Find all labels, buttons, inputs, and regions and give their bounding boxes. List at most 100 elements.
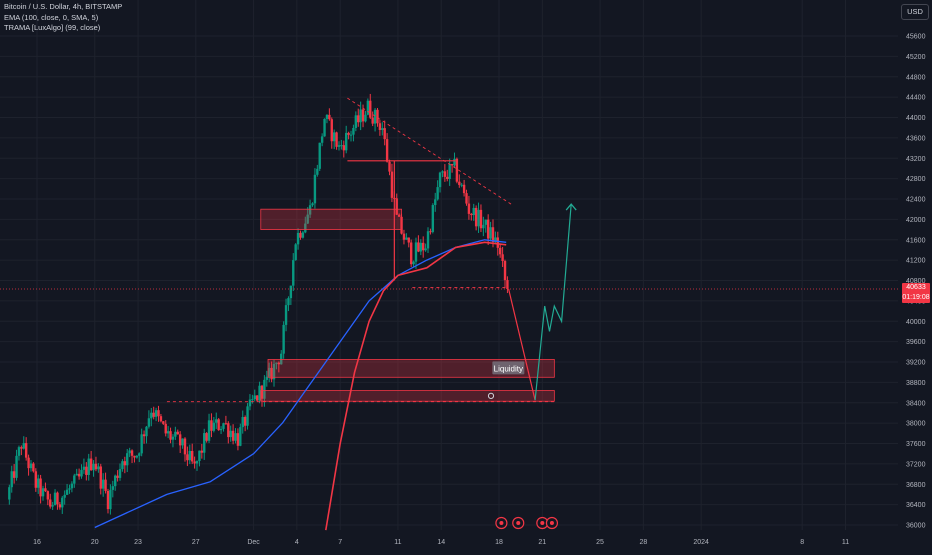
candle-body bbox=[178, 434, 182, 446]
candle-body bbox=[284, 305, 288, 325]
candle-body bbox=[484, 219, 487, 225]
price-tick-label: 38000 bbox=[906, 421, 926, 428]
candle-body bbox=[265, 376, 268, 380]
ema-legend[interactable]: EMA (100, close, 0, SMA, 5) bbox=[4, 12, 99, 22]
candle-body bbox=[224, 423, 228, 425]
trama-legend[interactable]: TRAMA [LuxAlgo] (99, close) bbox=[4, 23, 101, 32]
candle-body bbox=[311, 203, 314, 206]
candle-body bbox=[94, 463, 98, 470]
time-tick-label: 20 bbox=[91, 539, 99, 546]
time-tick-label: 4 bbox=[295, 539, 299, 546]
symbol-legend[interactable]: Bitcoin / U.S. Dollar, 4h, BITSTAMP bbox=[4, 2, 123, 11]
candle-body bbox=[77, 473, 81, 477]
candle-body bbox=[494, 237, 497, 243]
candle-body bbox=[258, 385, 261, 401]
candle-body bbox=[395, 198, 398, 215]
candle-body bbox=[417, 242, 420, 252]
price-tick-label: 44000 bbox=[906, 115, 926, 122]
candle-body bbox=[17, 447, 21, 456]
candle-body bbox=[280, 353, 283, 365]
candle-body bbox=[104, 479, 107, 491]
candle-body bbox=[27, 457, 30, 469]
candle-body bbox=[381, 128, 384, 130]
price-tick-label: 45600 bbox=[906, 34, 926, 41]
candle-body bbox=[97, 466, 100, 470]
candle-body bbox=[429, 231, 432, 233]
price-tick-label: 39600 bbox=[906, 339, 926, 346]
candle-body bbox=[44, 488, 47, 492]
flag-icon-dot bbox=[516, 521, 521, 525]
currency-button[interactable]: USD bbox=[901, 4, 929, 20]
candle-body bbox=[340, 145, 343, 147]
candle-body bbox=[150, 412, 153, 419]
candle-body bbox=[92, 463, 95, 471]
candle-body bbox=[85, 466, 88, 475]
time-tick-label: 8 bbox=[800, 539, 804, 546]
price-tick-label: 39200 bbox=[906, 360, 926, 367]
candle-body bbox=[121, 461, 124, 470]
candle-body bbox=[455, 158, 459, 182]
candle-body bbox=[330, 119, 333, 142]
candle-body bbox=[248, 399, 252, 407]
candle-body bbox=[99, 466, 102, 489]
price-tick-label: 42800 bbox=[906, 176, 926, 183]
candle-body bbox=[486, 219, 490, 239]
candle-body bbox=[434, 199, 437, 206]
candle-body bbox=[70, 483, 74, 489]
liquidity-label-bg bbox=[492, 361, 525, 375]
candle-body bbox=[191, 450, 194, 462]
candle-body bbox=[438, 172, 442, 188]
candle-body bbox=[68, 488, 71, 490]
candle-body bbox=[426, 231, 430, 249]
time-tick-label: Dec bbox=[247, 539, 260, 546]
price-tick-label: 42400 bbox=[906, 197, 926, 204]
candle-body bbox=[152, 412, 155, 417]
candle-body bbox=[32, 463, 35, 472]
candle-body bbox=[123, 461, 127, 466]
candle-body bbox=[402, 233, 406, 240]
candle-body bbox=[89, 458, 93, 471]
candle-body bbox=[46, 491, 50, 500]
candle-body bbox=[316, 168, 319, 175]
candle-body bbox=[448, 164, 451, 179]
price-tick-label: 41600 bbox=[906, 237, 926, 244]
candle-body bbox=[53, 492, 57, 506]
projection-arrow-head bbox=[565, 203, 577, 211]
price-tick-label: 44400 bbox=[906, 95, 926, 102]
price-tick-label: 37600 bbox=[906, 441, 926, 448]
candle-body bbox=[419, 242, 422, 252]
candle-body bbox=[263, 379, 266, 399]
zone-marker-icon bbox=[487, 392, 495, 399]
candle-body bbox=[424, 248, 427, 251]
candle-body bbox=[12, 471, 16, 478]
candle-body bbox=[198, 450, 201, 462]
time-tick-label: 14 bbox=[437, 539, 445, 546]
candle-body bbox=[142, 434, 146, 437]
trama-line bbox=[325, 241, 507, 531]
candle-body bbox=[114, 475, 117, 487]
candle-body bbox=[133, 455, 136, 458]
candle-body bbox=[61, 497, 64, 508]
candle-body bbox=[361, 109, 365, 122]
time-tick-label: 25 bbox=[596, 539, 604, 546]
candle-body bbox=[212, 422, 216, 431]
candle-body bbox=[376, 109, 379, 124]
candle-body bbox=[222, 423, 225, 429]
candle-body bbox=[227, 423, 230, 438]
time-axis: 16 20 23 27 Dec 4 7 11 14 18 21 25 28 2024 8 11 bbox=[33, 539, 849, 546]
price-tick-label: 36400 bbox=[906, 502, 926, 509]
candle-body bbox=[270, 367, 273, 380]
candle-body bbox=[405, 237, 408, 240]
candle-body bbox=[181, 438, 184, 446]
candle-body bbox=[169, 431, 172, 440]
candle-body bbox=[467, 203, 471, 214]
candle-body bbox=[219, 428, 223, 431]
lightning-icon-dot bbox=[499, 521, 504, 525]
candle-body bbox=[174, 431, 177, 437]
candle-body bbox=[10, 471, 13, 488]
candle-body bbox=[140, 434, 143, 454]
candle-body bbox=[236, 433, 240, 446]
candle-body bbox=[164, 423, 167, 434]
